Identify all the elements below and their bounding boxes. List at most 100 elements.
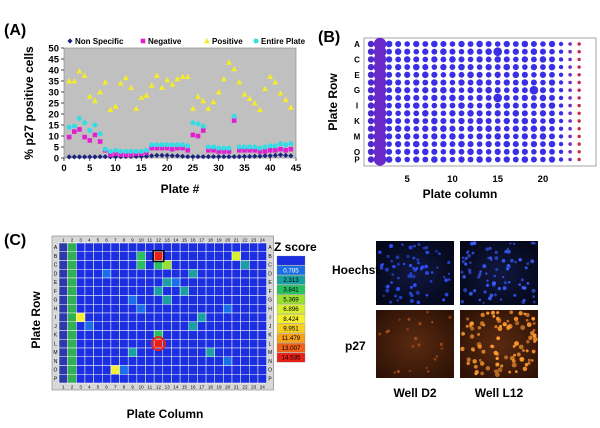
heatmap-cell	[231, 347, 241, 357]
heatmap-cell	[110, 321, 120, 331]
well-dot	[549, 125, 555, 132]
heatmap-row-label: N	[54, 359, 58, 365]
well-dot	[413, 71, 420, 78]
heatmap-cell	[145, 269, 155, 279]
heatmap-cell	[240, 356, 250, 366]
point-positive	[133, 105, 140, 111]
well-dot	[494, 125, 501, 132]
heatmap-cell	[76, 260, 86, 270]
colorbar-swatch	[276, 294, 306, 305]
heatmap-cell	[205, 339, 215, 349]
well-dot	[422, 118, 429, 124]
heatmap-column-label: 3	[79, 385, 82, 390]
heatmap-cell	[110, 260, 120, 270]
well-dot	[394, 63, 402, 71]
well-dot	[422, 141, 429, 148]
well-dot	[413, 79, 420, 86]
well-dot	[476, 40, 483, 48]
cell-nucleus	[435, 355, 438, 358]
well-dot	[568, 111, 572, 116]
cell-nucleus	[409, 299, 414, 303]
point-negative	[288, 146, 294, 152]
well-dot	[413, 133, 420, 140]
cell-nucleus	[462, 275, 466, 279]
heatmap-cell	[214, 347, 224, 357]
well-dot	[440, 63, 447, 71]
heatmap-cell	[214, 321, 224, 331]
well-dot	[404, 125, 411, 132]
cell-nucleus	[514, 370, 518, 373]
point-positive	[210, 98, 217, 105]
heatmap-cell	[171, 295, 181, 305]
heatmap-cell	[240, 260, 250, 270]
heatmap-column-label: 19	[216, 385, 222, 390]
point-entire-plate	[154, 142, 160, 148]
well-dot	[440, 125, 447, 132]
well-dot	[521, 79, 529, 86]
well-dot	[476, 125, 483, 132]
well-dot	[422, 64, 429, 71]
cell-nucleus	[488, 296, 492, 301]
heatmap-cell	[223, 269, 233, 279]
well-dot	[558, 57, 564, 62]
cell-nucleus	[530, 358, 534, 362]
point-entire-plate	[252, 144, 258, 150]
point-negative	[262, 149, 268, 154]
well-dot	[449, 133, 456, 140]
heatmap-cell	[223, 312, 233, 322]
well-dot	[503, 148, 510, 155]
heatmap-cell	[171, 312, 181, 322]
panel-a-legend: Non Specific Negative Positive Entire Plate	[67, 37, 306, 46]
colorbar-swatch	[276, 323, 306, 334]
heatmap-cell	[197, 277, 207, 287]
row-label-hoechst: Hoechst	[332, 263, 379, 277]
cell-nucleus	[489, 256, 493, 260]
row-label: G	[354, 86, 360, 95]
heatmap-cell	[214, 242, 224, 252]
well-dot	[512, 48, 519, 55]
cell-nucleus	[532, 300, 536, 304]
cell-nucleus	[533, 340, 536, 343]
heatmap-cell	[119, 339, 129, 349]
point-positive	[256, 106, 263, 112]
well-dot	[503, 56, 510, 63]
heatmap-cell	[119, 356, 129, 366]
well-dot	[412, 63, 420, 71]
well-dot	[494, 71, 501, 78]
heatmap-cell	[188, 330, 198, 340]
well-dot	[485, 72, 492, 78]
cell-nucleus	[412, 283, 417, 288]
cell-nucleus	[469, 261, 472, 264]
highlight-box-b12	[152, 250, 165, 263]
point-non-specific	[102, 154, 108, 160]
point-negative	[82, 134, 87, 140]
heatmap-cell	[84, 295, 94, 305]
heatmap-cell	[67, 321, 77, 331]
point-positive	[277, 90, 284, 96]
cell-nucleus	[530, 330, 535, 336]
point-entire-plate	[278, 141, 284, 147]
heatmap-cell	[93, 374, 103, 384]
well-dot	[485, 149, 492, 155]
cell-nucleus	[532, 321, 536, 325]
well-dot	[449, 94, 456, 102]
heatmap-row-label: C	[268, 263, 272, 269]
point-entire-plate	[211, 144, 217, 150]
point-negative	[231, 118, 237, 123]
point-negative	[149, 145, 154, 151]
heatmap-column-label: 22	[242, 385, 248, 390]
well-dot	[395, 56, 402, 63]
heatmap-column-label: 23	[251, 385, 257, 390]
heatmap-cell	[249, 312, 259, 322]
heatmap-cell	[205, 260, 215, 270]
point-positive	[102, 79, 109, 85]
well-dot	[503, 40, 510, 48]
heatmap-cell	[67, 277, 77, 287]
well-dot	[530, 125, 538, 132]
heatmap-cell	[205, 277, 215, 287]
heatmap-cell	[223, 321, 233, 331]
well-dot	[494, 148, 501, 155]
well-dot	[512, 71, 520, 79]
well-dot	[367, 71, 375, 79]
colorbar-swatch	[276, 304, 306, 314]
